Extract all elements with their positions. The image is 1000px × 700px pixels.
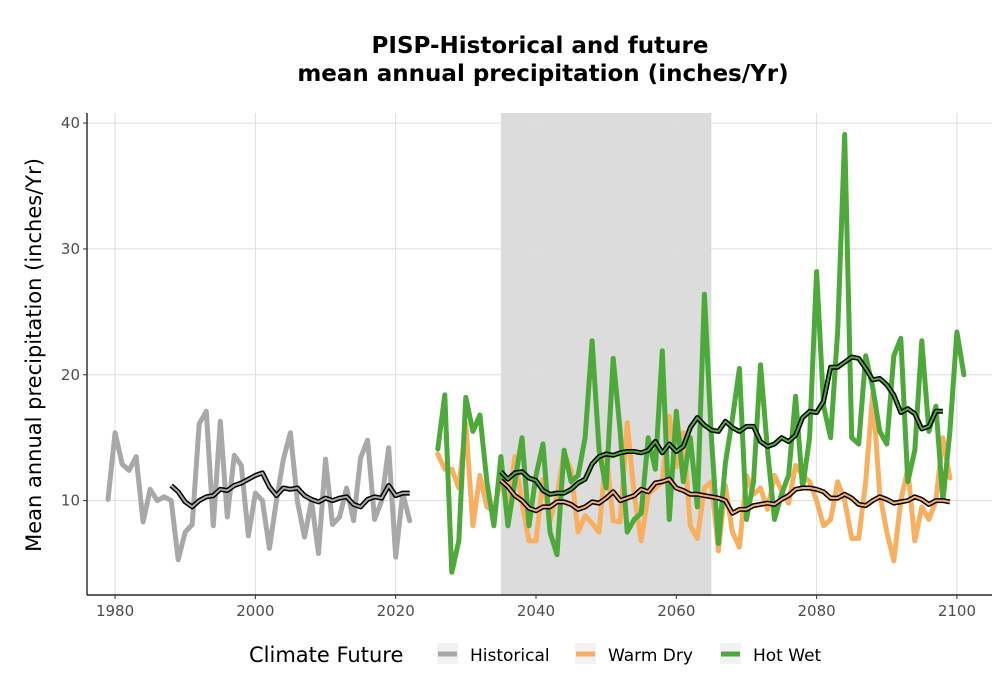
y-tick-label: 20 (61, 366, 80, 384)
x-tick-label: 1980 (96, 602, 134, 620)
legend-label-historical: Historical (470, 646, 550, 666)
warm-dry-series-line (435, 391, 953, 564)
plot-area: 1980 2000 2020 2040 2060 2080 2100 10 20 30 40 (61, 113, 992, 620)
x-tick-label: 2060 (657, 602, 695, 620)
legend: Climate Future Historical Warm Dry Hot Wet (249, 643, 822, 667)
historical-mean-line (170, 471, 410, 508)
y-axis-label: Mean annual precipitation (inches/Yr) (22, 158, 46, 552)
legend-label-hot-wet: Hot Wet (753, 646, 822, 666)
hot-wet-series-line (435, 131, 967, 575)
legend-label-warm-dry: Warm Dry (608, 646, 693, 666)
x-tick-label: 2040 (517, 602, 555, 620)
x-tick-label: 2100 (938, 602, 976, 620)
y-tick-label: 40 (61, 114, 80, 132)
x-tick-label: 2020 (377, 602, 415, 620)
x-tick-label: 2080 (798, 602, 836, 620)
shaded-period (500, 113, 712, 595)
legend-title: Climate Future (249, 643, 403, 667)
warm-dry-mean-line (500, 478, 951, 515)
x-tick-label: 2000 (236, 602, 274, 620)
chart-title: PISP-Historical and future (372, 33, 709, 59)
y-tick-label: 30 (61, 240, 80, 258)
chart-subtitle: mean annual precipitation (inches/Yr) (297, 61, 788, 87)
y-tick-label: 10 (61, 492, 80, 510)
historical-series-line (105, 408, 413, 563)
hot-wet-mean-line (500, 356, 943, 496)
